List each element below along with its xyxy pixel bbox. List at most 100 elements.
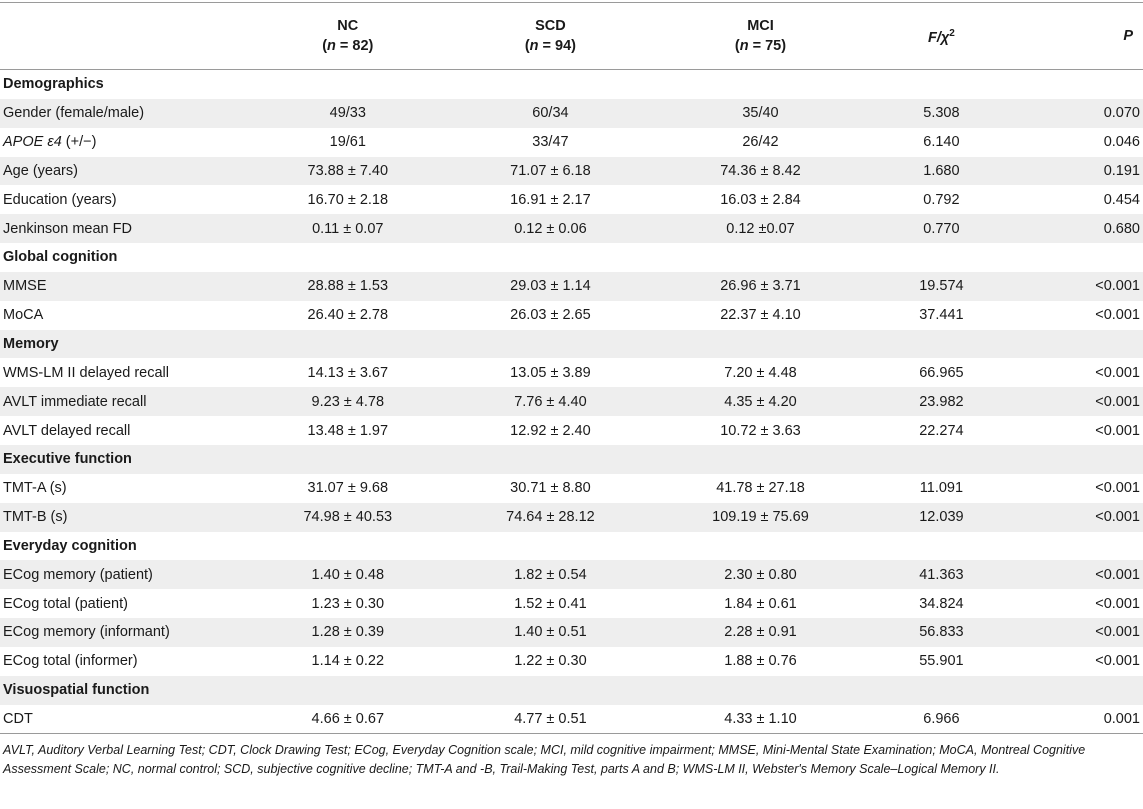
header-f: F/χ2 <box>867 3 1016 70</box>
cell-p: <0.001 <box>1095 595 1140 612</box>
cell-p: 0.001 <box>1103 710 1140 727</box>
row-label: ECog memory (patient) <box>0 560 249 590</box>
row-label: Education (years) <box>3 191 117 208</box>
cell-f: 56.833 <box>866 618 1017 647</box>
cell-mci: 41.78 ± 27.18 <box>716 480 805 497</box>
cell-nc: 13.48 ± 1.97 <box>307 422 389 439</box>
row-label: Gender (female/male) <box>0 98 249 128</box>
header-mci-title: MCI <box>747 18 774 34</box>
header-mci-n: (n = 75) <box>734 38 787 54</box>
section-label: Memory <box>0 329 1143 359</box>
cell-p: 0.680 <box>1016 214 1143 244</box>
cell-nc: 49/33 <box>248 98 447 128</box>
cell-f: 22.274 <box>919 422 964 439</box>
cell-scd: 1.82 ± 0.54 <box>446 560 655 590</box>
header-f-title: F/χ2 <box>927 28 955 46</box>
cell-scd: 26.03 ± 2.65 <box>510 307 591 324</box>
row-label: TMT-B (s) <box>0 502 249 532</box>
row-label: MMSE <box>0 271 249 301</box>
cell-f: 23.982 <box>866 387 1017 417</box>
cell-nc: 9.23 ± 4.78 <box>248 387 447 417</box>
cell-scd: 30.71 ± 8.80 <box>510 480 591 497</box>
cell-scd: 1.22 ± 0.30 <box>514 653 587 670</box>
table-row: APOE ε4 (+/−) 19/61 33/47 26/42 6.140 0.046 <box>0 128 1143 157</box>
cell-mci: 74.36 ± 8.42 <box>654 156 867 186</box>
cell-nc: 19/61 <box>329 134 366 151</box>
table-body: Demographics Gender (female/male) 49/33 60/… <box>0 70 1143 734</box>
cell-nc: 26.40 ± 2.78 <box>307 307 389 324</box>
cell-mci: 4.35 ± 4.20 <box>654 387 867 417</box>
cell-scd: 16.91 ± 2.17 <box>510 191 591 208</box>
cell-nc: 74.98 ± 40.53 <box>248 502 447 532</box>
header-scd: SCD (n = 94) <box>447 3 655 70</box>
cell-mci: 0.12 ±0.07 <box>654 214 867 244</box>
cell-f: 11.091 <box>919 480 964 497</box>
header-label-empty <box>0 3 249 70</box>
superscript-2: 2 <box>949 28 955 40</box>
cell-scd: 12.92 ± 2.40 <box>510 422 591 439</box>
row-label: MoCA <box>3 307 44 324</box>
cell-nc: 31.07 ± 9.68 <box>307 480 389 497</box>
row-label: APOE ε4 (+/−) <box>3 134 97 151</box>
section-label: Executive function <box>0 444 1143 474</box>
cell-mci: 1.88 ± 0.76 <box>724 653 797 670</box>
n-symbol: n <box>529 38 539 54</box>
table-row: ECog total (patient) 1.23 ± 0.30 1.52 ± 0.… <box>0 589 1143 618</box>
cell-scd: 33/47 <box>532 134 569 151</box>
cell-p: 0.070 <box>1016 98 1143 128</box>
cell-f: 1.680 <box>866 156 1017 186</box>
cell-nc: 1.23 ± 0.30 <box>311 595 385 612</box>
cell-nc: 73.88 ± 7.40 <box>248 156 447 186</box>
cell-f: 5.308 <box>866 98 1017 128</box>
cell-p: <0.001 <box>1016 271 1143 301</box>
section-row: Everyday cognition <box>0 532 1143 561</box>
cell-f: 0.770 <box>866 214 1017 244</box>
header-scd-title: SCD <box>535 18 566 34</box>
table-row: ECog memory (informant) 1.28 ± 0.39 1.40 ±… <box>0 618 1143 647</box>
section-row: Memory <box>0 329 1143 359</box>
cell-nc: 16.70 ± 2.18 <box>307 191 389 208</box>
n-symbol: n <box>327 38 336 54</box>
gene-name: APOE ε4 <box>3 134 62 151</box>
section-label: Global cognition <box>3 249 118 266</box>
table-row: TMT-A (s) 31.07 ± 9.68 30.71 ± 8.80 41.78 ±… <box>0 474 1143 503</box>
table-row: Gender (female/male) 49/33 60/34 35/40 5.308… <box>0 98 1143 128</box>
cell-p: 0.191 <box>1016 156 1143 186</box>
row-label: ECog memory (informant) <box>0 618 249 647</box>
row-label: ECog total (informer) <box>3 653 138 670</box>
cell-f: 19.574 <box>866 271 1017 301</box>
cell-p: <0.001 <box>1016 560 1143 590</box>
cell-p: <0.001 <box>1016 618 1143 647</box>
section-row: Demographics <box>0 70 1143 99</box>
cell-f: 66.965 <box>919 364 964 381</box>
cell-p: <0.001 <box>1095 653 1140 670</box>
cell-f: 6.140 <box>923 134 960 151</box>
cell-mci: 22.37 ± 4.10 <box>720 307 801 324</box>
table-row: ECog total (informer) 1.14 ± 0.22 1.22 ± 0… <box>0 647 1143 676</box>
cell-p: <0.001 <box>1095 307 1140 324</box>
header-p-title: P <box>1123 28 1133 44</box>
section-row: Visuospatial function <box>0 675 1143 705</box>
row-label: WMS-LM II delayed recall <box>3 364 169 381</box>
cell-scd: 1.40 ± 0.51 <box>446 618 655 647</box>
cell-mci: 4.33 ± 1.10 <box>724 710 797 727</box>
cell-mci: 26/42 <box>742 134 779 151</box>
cell-scd: 13.05 ± 3.89 <box>510 364 591 381</box>
cell-p: <0.001 <box>1095 480 1140 497</box>
cell-f: 55.901 <box>919 653 964 670</box>
table-row: ECog memory (patient) 1.40 ± 0.48 1.82 ± 0… <box>0 560 1143 590</box>
n-symbol: n <box>739 38 749 54</box>
cell-scd: 29.03 ± 1.14 <box>446 271 655 301</box>
table-row: MoCA 26.40 ± 2.78 26.03 ± 2.65 22.37 ± 4.10… <box>0 301 1143 330</box>
header-nc-n: (n = 82) <box>322 38 374 54</box>
cell-f: 41.363 <box>866 560 1017 590</box>
row-label: CDT <box>3 710 33 727</box>
section-label: Everyday cognition <box>3 537 137 554</box>
cell-nc: 0.11 ± 0.07 <box>248 214 447 244</box>
cell-mci: 2.30 ± 0.80 <box>654 560 867 590</box>
table-row: AVLT immediate recall 9.23 ± 4.78 7.76 ± 4… <box>0 387 1143 417</box>
row-label: AVLT immediate recall <box>0 387 249 417</box>
header-nc: NC (n = 82) <box>249 3 447 70</box>
cell-mci: 109.19 ± 75.69 <box>654 502 867 532</box>
